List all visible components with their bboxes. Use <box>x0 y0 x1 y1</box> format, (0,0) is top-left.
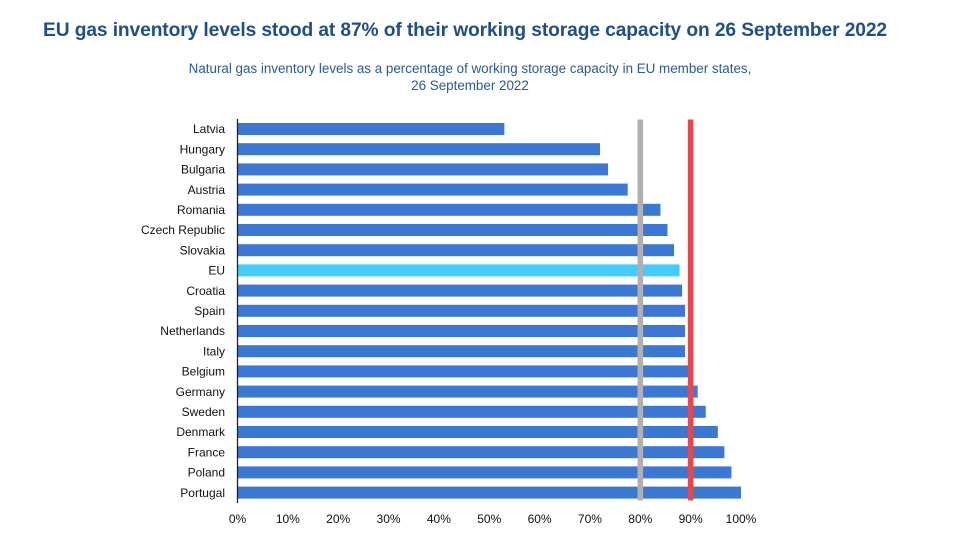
category-label: Poland <box>188 466 225 480</box>
bar-eu <box>238 264 680 277</box>
category-label: Italy <box>203 344 225 358</box>
page-title: EU gas inventory levels stood at 87% of … <box>43 20 887 41</box>
x-tick-label: 80% <box>628 512 652 526</box>
tick-labels-group: 0% 10% 20% 30% 40% 50% 60% 70% 80% 90% 100% <box>229 512 757 526</box>
reference-line-80 <box>637 119 644 501</box>
bar-denmark <box>238 426 718 438</box>
bar-sweden <box>238 405 706 418</box>
category-label: Romania <box>177 203 225 217</box>
bar-hungary <box>238 143 601 156</box>
bar-portugal <box>238 486 741 499</box>
bars-group <box>238 123 741 499</box>
x-tick-label: 70% <box>578 512 602 526</box>
reference-lines-group <box>637 119 694 501</box>
subtitle-line-1: Natural gas inventory levels as a percen… <box>188 61 752 76</box>
category-label: Croatia <box>186 284 225 298</box>
category-label: Spain <box>194 304 225 318</box>
bar-romania <box>238 203 661 216</box>
x-tick-label: 60% <box>528 512 552 526</box>
category-label: Netherlands <box>160 324 225 338</box>
chart-subtitle: Natural gas inventory levels as a percen… <box>0 61 940 94</box>
bar-latvia <box>238 123 505 135</box>
bar-belgium <box>238 365 692 378</box>
x-tick-label: 40% <box>427 512 451 526</box>
bar-croatia <box>238 284 683 297</box>
category-label: Belgium <box>182 365 225 379</box>
bar-germany <box>238 385 698 398</box>
category-label: Czech Republic <box>141 223 225 237</box>
bar-poland <box>238 466 732 479</box>
x-tick-label: 10% <box>276 512 300 526</box>
x-tick-label: 30% <box>377 512 401 526</box>
category-label: Germany <box>176 385 225 399</box>
subtitle-line-2: 26 September 2022 <box>411 77 529 93</box>
category-label: Austria <box>188 183 226 197</box>
category-label: Slovakia <box>180 243 226 257</box>
bar-slovakia <box>238 244 675 257</box>
category-label: Latvia <box>193 122 225 136</box>
bar-austria <box>238 183 628 196</box>
bar-italy <box>238 345 686 358</box>
category-label: France <box>188 445 226 459</box>
reference-line-90 <box>687 119 694 501</box>
x-tick-label: 20% <box>326 512 350 526</box>
category-label: Portugal <box>180 486 225 500</box>
bar-bulgaria <box>238 163 609 176</box>
category-label: Sweden <box>182 405 225 419</box>
category-label: Bulgaria <box>181 163 225 177</box>
x-tick-label: 50% <box>477 512 501 526</box>
bar-spain <box>238 304 686 317</box>
category-label: EU <box>208 264 225 278</box>
x-tick-label: 0% <box>229 512 247 526</box>
category-label: Hungary <box>180 142 225 156</box>
x-tick-label: 100% <box>726 512 757 526</box>
bar-netherlands <box>238 325 686 337</box>
bar-france <box>238 446 725 459</box>
category-label: Denmark <box>176 425 226 439</box>
x-tick-label: 90% <box>679 512 703 526</box>
category-labels-group: Latvia Hungary Bulgaria Austria Romania Czech… <box>141 122 226 500</box>
bar-czech-republic <box>238 224 668 236</box>
